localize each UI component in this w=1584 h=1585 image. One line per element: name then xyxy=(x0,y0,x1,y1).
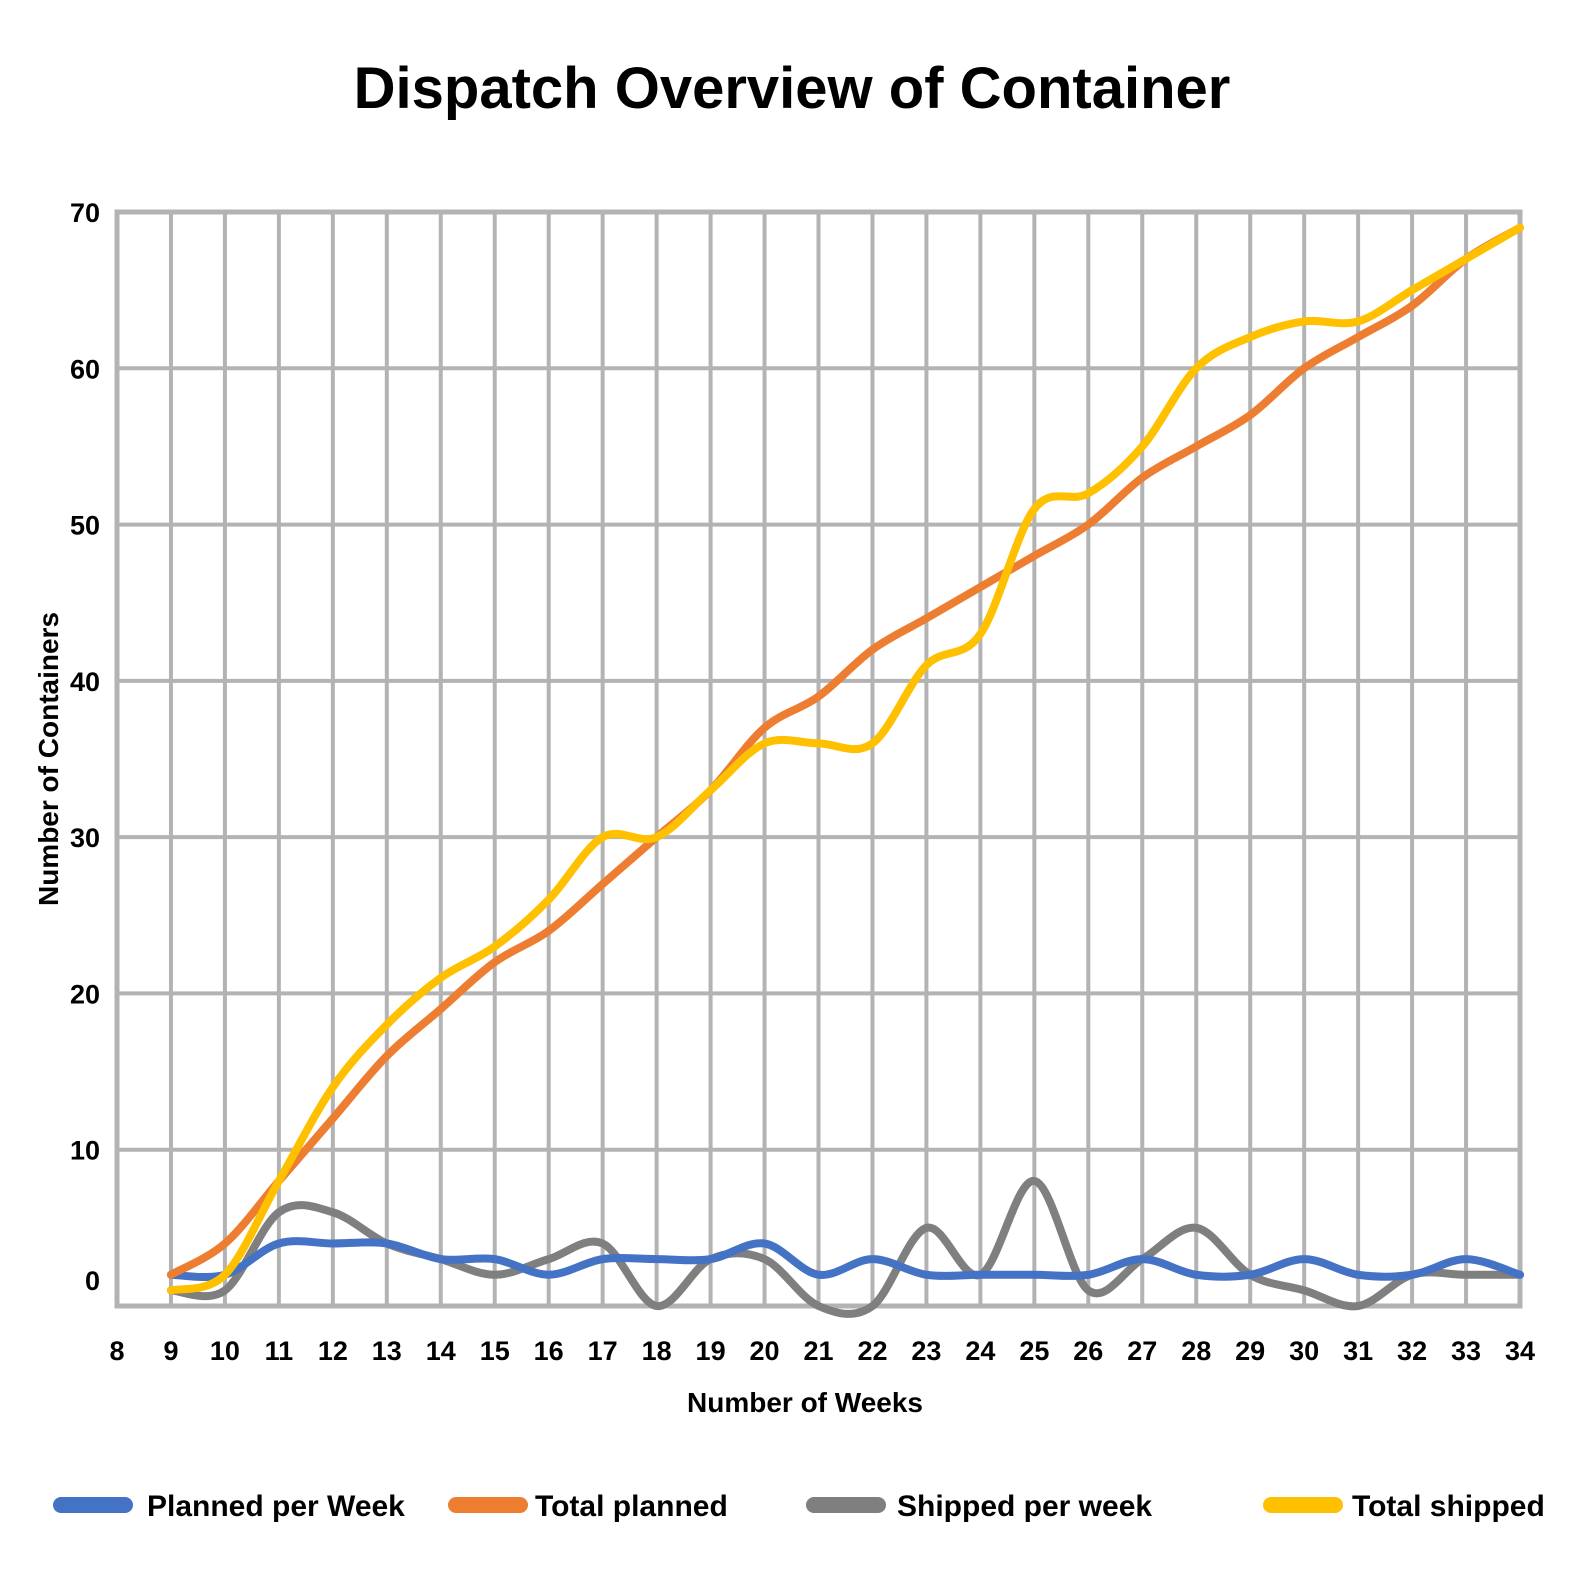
x-axis-title: Number of Weeks xyxy=(687,1387,923,1418)
x-tick-label: 30 xyxy=(1289,1336,1319,1366)
x-tick-label: 22 xyxy=(857,1336,887,1366)
x-axis-ticks: 8 9 10 11 12 13 14 15 16 17 18 19 20 21 22 23 24 25 26 27 28… xyxy=(109,1336,1535,1366)
y-tick-label: 10 xyxy=(70,1136,100,1166)
series-line-total-planned xyxy=(166,223,1524,1279)
x-tick-label: 14 xyxy=(426,1336,456,1366)
chart-title: Dispatch Overview of Container xyxy=(354,56,1231,121)
x-tick-label: 12 xyxy=(318,1336,348,1366)
x-tick-label: 18 xyxy=(642,1336,672,1366)
x-tick-label: 15 xyxy=(480,1336,510,1366)
x-tick-label: 24 xyxy=(965,1336,995,1366)
x-tick-label: 26 xyxy=(1073,1336,1103,1366)
y-tick-label: 20 xyxy=(70,979,100,1009)
legend-label: Planned per Week xyxy=(147,1490,405,1523)
x-tick-label: 34 xyxy=(1505,1336,1535,1366)
x-tick-label: 25 xyxy=(1019,1336,1049,1366)
legend-item: Shipped per week xyxy=(806,1490,1152,1523)
x-tick-label: 16 xyxy=(534,1336,564,1366)
x-tick-label: 32 xyxy=(1397,1336,1427,1366)
x-tick-label: 17 xyxy=(588,1336,618,1366)
y-tick-label: 70 xyxy=(70,198,100,228)
x-tick-label: 19 xyxy=(696,1336,726,1366)
y-axis-ticks: 0 10 20 30 40 50 60 70 xyxy=(70,198,100,1296)
x-tick-label: 23 xyxy=(911,1336,941,1366)
y-tick-label: 30 xyxy=(70,823,100,853)
x-tick-label: 33 xyxy=(1451,1336,1481,1366)
x-tick-label: 9 xyxy=(163,1336,178,1366)
y-tick-label: 40 xyxy=(70,667,100,697)
y-tick-label: 0 xyxy=(85,1266,100,1296)
y-tick-label: 50 xyxy=(70,511,100,541)
legend-item: Total shipped xyxy=(1263,1490,1545,1523)
x-tick-label: 13 xyxy=(372,1336,402,1366)
legend-label: Total shipped xyxy=(1352,1490,1545,1523)
y-tick-label: 60 xyxy=(70,354,100,384)
series-lines xyxy=(166,223,1524,1318)
series-line-total-shipped xyxy=(166,223,1524,1295)
legend-item: Total planned xyxy=(448,1490,728,1523)
legend-label: Total planned xyxy=(535,1490,728,1523)
x-tick-label: 20 xyxy=(750,1336,780,1366)
x-tick-label: 11 xyxy=(265,1336,294,1366)
legend-item: Planned per Week xyxy=(53,1490,405,1523)
x-tick-label: 28 xyxy=(1181,1336,1211,1366)
gridlines xyxy=(117,212,1520,1306)
x-tick-label: 31 xyxy=(1343,1336,1373,1366)
legend: Planned per Week Total planned Shipped per… xyxy=(53,1490,1545,1523)
legend-label: Shipped per week xyxy=(897,1490,1152,1523)
y-axis-title: Number of Containers xyxy=(33,612,64,906)
x-tick-label: 27 xyxy=(1127,1336,1157,1366)
x-tick-label: 21 xyxy=(803,1336,833,1366)
x-tick-label: 10 xyxy=(210,1336,240,1366)
x-tick-label: 29 xyxy=(1235,1336,1265,1366)
x-tick-label: 8 xyxy=(109,1336,124,1366)
series-line-shipped-per-week xyxy=(166,1176,1524,1318)
series-line-planned-per-week xyxy=(166,1237,1524,1282)
